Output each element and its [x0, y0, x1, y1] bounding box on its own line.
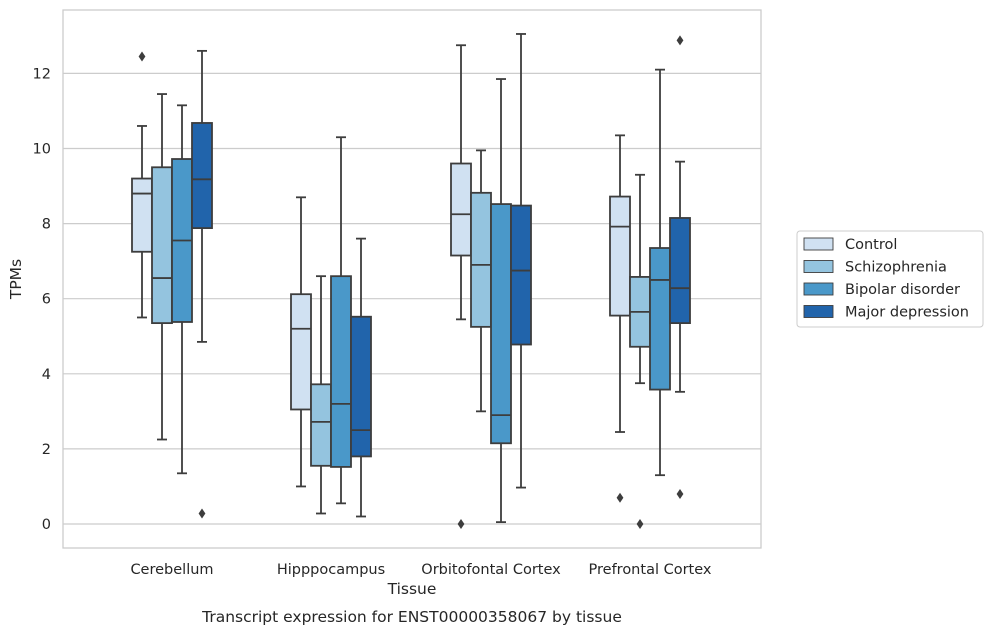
outlier-point	[457, 519, 465, 529]
box-bipolar-disorder-1	[330, 136, 352, 505]
x-tick-label: Cerebellum	[130, 562, 213, 578]
box-bipolar-disorder-0	[171, 104, 193, 475]
box-body	[330, 275, 352, 468]
box-control-0	[131, 51, 153, 319]
y-tick-label: 0	[42, 517, 51, 533]
box-schizophrenia-3	[629, 173, 651, 529]
box-control-1	[290, 196, 312, 488]
box-body	[490, 203, 512, 445]
y-axis-ticks: 0 2 4 6 8 10 12	[33, 66, 51, 533]
x-tick-label: Orbitofontal Cortex	[421, 562, 561, 578]
outlier-point	[676, 35, 684, 46]
legend-frame	[796, 230, 984, 328]
y-tick-label: 4	[42, 367, 51, 383]
box-body	[290, 293, 312, 411]
x-tick-label: Hipppocampus	[277, 562, 385, 578]
box-body	[510, 204, 532, 346]
legend-swatch-control	[803, 237, 834, 251]
box-plot-marks	[131, 33, 691, 529]
box-schizophrenia-1	[310, 275, 332, 515]
legend-label-schizophrenia: Schizophrenia	[845, 260, 947, 276]
legend-label-bipolar-disorder: Bipolar disorder	[845, 282, 960, 298]
x-tick-label: Prefrontal Cortex	[589, 562, 712, 578]
box-control-3	[609, 134, 631, 503]
box-schizophrenia-2	[470, 149, 492, 413]
y-tick-label: 2	[42, 442, 51, 458]
box-major-depression-2	[510, 33, 532, 489]
outlier-point	[616, 492, 624, 503]
outlier-point	[138, 51, 146, 62]
legend: Control Schizophrenia Bipolar disorder Majo…	[796, 230, 984, 328]
box-body	[450, 162, 472, 257]
y-tick-label: 8	[42, 217, 51, 233]
y-tick-label: 12	[33, 66, 51, 82]
outlier-point	[676, 488, 684, 499]
box-body	[131, 177, 153, 253]
legend-swatch-major-depression	[803, 305, 834, 318]
box-body	[191, 122, 213, 230]
outlier-point	[636, 519, 644, 529]
box-body	[350, 315, 372, 458]
box-body	[609, 195, 631, 317]
y-axis-label: TPMs	[7, 259, 25, 300]
chart-caption: Transcript expression for ENST0000035806…	[201, 608, 622, 626]
box-body	[649, 247, 671, 391]
box-major-depression-0	[191, 49, 213, 519]
box-major-depression-1	[350, 237, 372, 518]
legend-label-control: Control	[845, 237, 897, 253]
legend-swatch-schizophrenia	[803, 260, 834, 273]
box-schizophrenia-0	[151, 93, 173, 441]
x-axis-ticks: Cerebellum Hipppocampus Orbitofontal Corte…	[130, 562, 711, 578]
legend-swatch-bipolar-disorder	[803, 282, 834, 296]
box-body	[310, 383, 332, 467]
y-tick-label: 10	[33, 142, 51, 158]
box-body	[470, 191, 492, 328]
box-control-2	[450, 44, 472, 529]
box-body	[151, 166, 173, 325]
x-axis-label: Tissue	[387, 580, 437, 598]
y-tick-label: 6	[42, 292, 51, 308]
outlier-point	[198, 508, 206, 519]
legend-label-major-depression: Major depression	[845, 305, 969, 321]
box-body	[669, 217, 691, 325]
plot-frame	[62, 9, 762, 549]
box-major-depression-3	[669, 35, 691, 499]
box-bipolar-disorder-2	[490, 78, 512, 524]
box-bipolar-disorder-3	[649, 68, 671, 477]
